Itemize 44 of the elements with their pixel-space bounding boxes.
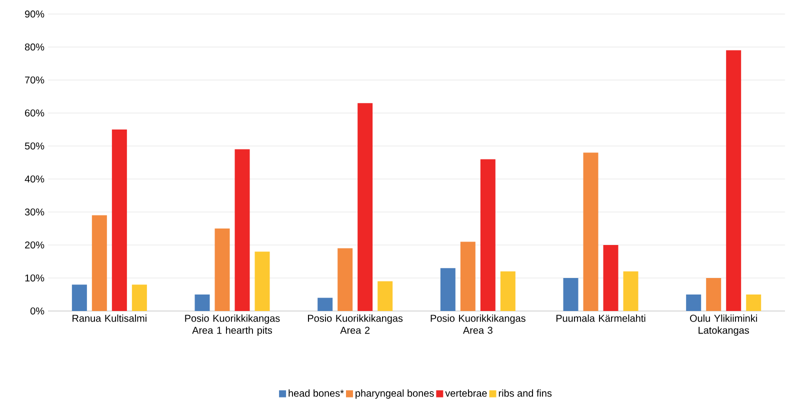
bar — [378, 281, 393, 311]
bar — [500, 271, 516, 311]
bar — [318, 298, 333, 311]
bar — [194, 294, 210, 311]
bar — [746, 294, 762, 311]
bar — [338, 248, 353, 311]
y-tick-label: 70% — [25, 76, 44, 84]
bar — [92, 215, 107, 311]
y-tick-label: 90% — [25, 10, 44, 18]
x-tick-label: Puumala Kärmelahti — [556, 314, 646, 322]
bar — [72, 284, 87, 311]
x-tick-label: Oulu Ylikiiminki Latokangas — [690, 314, 757, 336]
x-tick-label: Posio Kuorikkikangas Area 1 hearth pits — [185, 314, 280, 336]
bar — [563, 278, 578, 311]
x-tick-label: Ranua Kultisalmi — [72, 314, 146, 322]
bar — [440, 268, 456, 311]
x-tick-label: Posio Kuorikkikangas Area 3 — [430, 314, 526, 334]
legend-label: vertebrae — [445, 389, 487, 397]
bar — [112, 130, 127, 311]
bar — [234, 149, 250, 311]
y-tick-label: 10% — [25, 274, 44, 282]
bar — [686, 294, 702, 311]
legend-label: head bones* — [288, 389, 344, 397]
bar — [358, 103, 373, 311]
y-tick-label: 30% — [24, 208, 44, 216]
bar — [726, 50, 742, 311]
bar — [706, 278, 722, 311]
y-tick-label: 60% — [25, 109, 44, 117]
bar — [603, 245, 618, 311]
bar — [132, 284, 147, 311]
bar — [460, 242, 476, 311]
x-tick-label: Posio Kuorikkikangas Area 2 — [308, 314, 403, 334]
y-tick-label: 20% — [25, 241, 44, 249]
y-tick-label: 80% — [24, 43, 44, 51]
y-tick-label: 50% — [24, 142, 44, 150]
bar — [623, 271, 638, 311]
bar — [254, 252, 270, 311]
bar — [583, 152, 598, 311]
y-tick-label: 40% — [24, 175, 44, 183]
y-tick-label: 0% — [30, 307, 44, 315]
legend-label: ribs and fins — [498, 389, 552, 397]
legend-label: pharyngeal bones — [356, 389, 434, 399]
bar — [480, 159, 496, 311]
bar — [214, 228, 230, 311]
